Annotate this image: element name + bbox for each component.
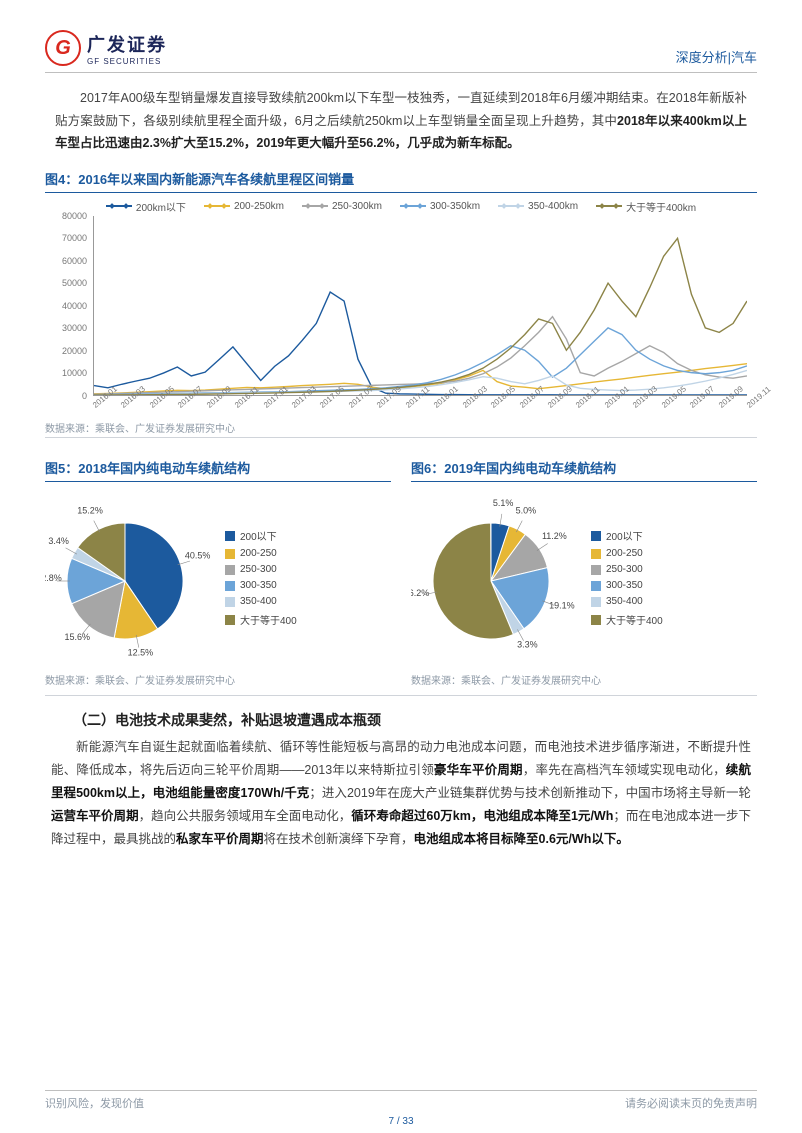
footer-left: 识别风险，发现价值 <box>45 1095 144 1111</box>
figure6-legend: 200以下200-250250-300300-350350-400大于等于400 <box>591 523 663 632</box>
logo-icon: G <box>45 30 81 66</box>
header-category: 深度分析|汽车 <box>676 47 757 66</box>
svg-text:56.2%: 56.2% <box>411 588 429 598</box>
figure5-chart: 40.5% 12.5% 15.6% 12.8% 3.4% 15.2% 200以下200-2… <box>45 488 391 668</box>
svg-text:40.5%: 40.5% <box>185 550 211 560</box>
page-footer: 识别风险，发现价值 请务必阅读末页的免责声明 <box>45 1090 757 1111</box>
logo-text: 广发证券 <box>87 31 167 57</box>
section-heading: （二）电池技术成果斐然，补贴退坡遭遇成本瓶颈 <box>45 710 757 730</box>
section-body: 新能源汽车自诞生起就面临着续航、循环等性能短板与高昂的动力电池成本问题，而电池技… <box>45 736 757 852</box>
figure5-legend: 200以下200-250250-300300-350350-400大于等于400 <box>225 523 297 632</box>
figure4-source: 数据来源：乘联会、广发证券发展研究中心 <box>45 420 757 435</box>
figure4-legend: 200km以下200-250km250-300km300-350km350-40… <box>45 199 757 214</box>
figure6-source: 数据来源：乘联会、广发证券发展研究中心 <box>411 672 757 687</box>
logo-subtext: GF SECURITIES <box>87 57 167 66</box>
svg-text:12.8%: 12.8% <box>45 573 62 583</box>
figure4-title: 图4：2016年以来国内新能源汽车各续航里程区间销量 <box>45 169 757 193</box>
svg-text:12.5%: 12.5% <box>128 647 154 657</box>
page-header: G 广发证券 GF SECURITIES 深度分析|汽车 <box>45 30 757 66</box>
svg-text:3.4%: 3.4% <box>48 535 69 545</box>
footer-right: 请务必阅读末页的免责声明 <box>625 1095 757 1111</box>
figure6-chart: 5.1%5.0% 11.2% 19.1% 3.3% 56.2% 200以下200-250… <box>411 488 757 668</box>
svg-text:5.1%: 5.1% <box>493 497 514 507</box>
figure5-title: 图5：2018年国内纯电动车续航结构 <box>45 458 391 482</box>
svg-text:5.0%: 5.0% <box>516 505 537 515</box>
figure5-source: 数据来源：乘联会、广发证券发展研究中心 <box>45 672 391 687</box>
logo: G 广发证券 GF SECURITIES <box>45 30 167 66</box>
svg-text:15.2%: 15.2% <box>77 505 103 515</box>
figure4-chart: 200km以下200-250km250-300km300-350km350-40… <box>45 199 757 416</box>
page-number: 7 / 33 <box>0 1116 802 1127</box>
figure6-title: 图6：2019年国内纯电动车续航结构 <box>411 458 757 482</box>
svg-text:15.6%: 15.6% <box>65 632 91 642</box>
intro-paragraph: 2017年A00级车型销量爆发直接导致续航200km以下车型一枝独秀，一直延续到… <box>45 87 757 163</box>
svg-text:3.3%: 3.3% <box>517 639 538 649</box>
svg-text:11.2%: 11.2% <box>542 531 567 541</box>
svg-text:19.1%: 19.1% <box>549 600 575 610</box>
